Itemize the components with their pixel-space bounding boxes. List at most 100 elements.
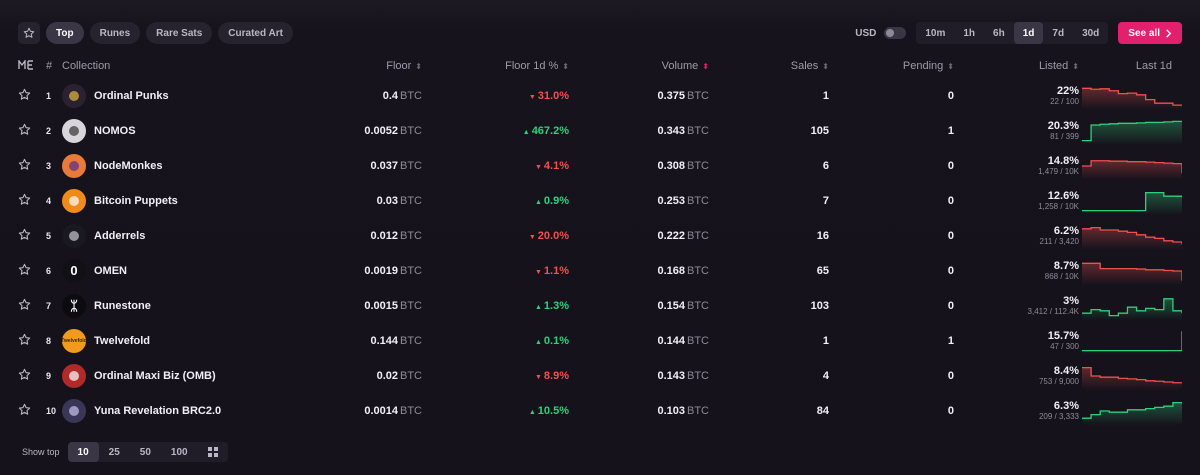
collection-cell[interactable]: 0 OMEN: [62, 258, 277, 283]
collection-name[interactable]: OMEN: [94, 264, 127, 277]
me-logo-icon: [18, 58, 33, 70]
col-volume[interactable]: Volume ⬍: [661, 60, 709, 72]
collection-avatar: 0: [62, 258, 86, 283]
row-collection[interactable]: NodeMonkes: [62, 148, 277, 183]
star-icon[interactable]: [18, 158, 31, 171]
collection-name[interactable]: Ordinal Maxi Biz (OMB): [94, 369, 216, 382]
collection-name[interactable]: NOMOS: [94, 124, 136, 137]
collection-name[interactable]: Ordinal Punks: [94, 89, 169, 102]
timeframe-30d[interactable]: 30d: [1082, 27, 1100, 39]
row-collection[interactable]: Adderrels: [62, 218, 277, 253]
table-row[interactable]: 2 NOMOS 0.0052 BTC ▲ 467.2% 0.343 BTC 105 1 20.3% 8…: [18, 113, 1182, 148]
sparkline-line: [1082, 226, 1182, 244]
grid-icon: [207, 447, 218, 457]
collection-name[interactable]: Runestone: [94, 299, 151, 312]
row-collection[interactable]: NOMOS: [62, 113, 277, 148]
collection-cell[interactable]: ᛯ Runestone: [62, 293, 277, 318]
col-sales[interactable]: Sales ⬍: [790, 60, 829, 72]
see-all-label: See all: [1128, 27, 1160, 39]
sparkline-area: [1082, 87, 1182, 110]
sparkline-area: [1082, 367, 1182, 390]
show-top-100[interactable]: 100: [170, 446, 188, 458]
collection-cell[interactable]: Adderrels: [62, 223, 277, 248]
collection-name[interactable]: Adderrels: [94, 229, 146, 242]
see-all-button[interactable]: See all: [1118, 22, 1182, 44]
table-row[interactable]: 9 Ordinal Maxi Biz (OMB) 0.02 BTC ▼ 8.9% 0.143…: [18, 358, 1182, 393]
collection-name[interactable]: NodeMonkes: [94, 159, 163, 172]
floor-change-value: 10.5%: [537, 404, 569, 417]
collection-cell[interactable]: NOMOS: [62, 118, 277, 143]
row-rank: 6: [46, 265, 52, 276]
grid-view-button[interactable]: [198, 442, 228, 462]
tab-curated-art[interactable]: Curated Art: [218, 22, 293, 44]
listed-percent: 12.6%: [1047, 189, 1079, 202]
row-collection[interactable]: Twelvefold Twelvefold: [62, 323, 277, 358]
star-icon[interactable]: [18, 263, 31, 276]
show-top-50[interactable]: 50: [139, 446, 151, 458]
btc-unit: BTC: [687, 229, 709, 242]
collection-cell[interactable]: NodeMonkes: [62, 153, 277, 178]
col-floor[interactable]: Floor ⬍: [386, 60, 422, 72]
row-collection[interactable]: Yuna Revelation BRC2.0: [62, 393, 277, 428]
collection-name[interactable]: Yuna Revelation BRC2.0: [94, 404, 222, 417]
sparkline-line: [1082, 297, 1182, 316]
timeframe-1d[interactable]: 1d: [1013, 22, 1044, 44]
toggle-switch[interactable]: [884, 27, 907, 39]
row-collection[interactable]: Bitcoin Puppets: [62, 183, 277, 218]
sparkline-chart: [1082, 330, 1182, 355]
sort-icon: ⬍: [415, 62, 422, 71]
timeframe-1h[interactable]: 1h: [963, 27, 976, 39]
table-row[interactable]: 4 Bitcoin Puppets 0.03 BTC ▲ 0.9% 0.253 BTC 7 0 12…: [18, 183, 1182, 218]
listed-percent: 22%: [1056, 84, 1079, 97]
timeframe-7d[interactable]: 7d: [1052, 27, 1065, 39]
col-floor-change[interactable]: Floor 1d % ⬍: [505, 60, 569, 72]
row-collection[interactable]: ᛯ Runestone: [62, 288, 277, 323]
favorites-filter-button[interactable]: [18, 22, 40, 44]
row-collection[interactable]: Ordinal Maxi Biz (OMB): [62, 358, 277, 393]
table-row[interactable]: 1 Ordinal Punks 0.4 BTC ▼ 31.0% 0.375 BTC 1 0 22% 2…: [18, 78, 1182, 113]
star-icon[interactable]: [18, 228, 31, 241]
table-row[interactable]: 8 Twelvefold Twelvefold 0.144 BTC ▲ 0.1% 0.144 B…: [18, 323, 1182, 358]
collection-cell[interactable]: Bitcoin Puppets: [62, 188, 277, 213]
collection-name[interactable]: Bitcoin Puppets: [94, 194, 178, 207]
table-row[interactable]: 10 Yuna Revelation BRC2.0 0.0014 BTC ▲ 10.5% 0…: [18, 393, 1182, 428]
currency-toggle[interactable]: USD: [855, 27, 907, 39]
show-top-10[interactable]: 10: [67, 442, 99, 462]
timeframe-6h[interactable]: 6h: [993, 27, 1005, 39]
col-listed[interactable]: Listed ⬍: [1038, 60, 1079, 72]
row-floor-value: 0.4: [382, 89, 398, 102]
star-icon[interactable]: [18, 333, 31, 346]
show-top-25[interactable]: 25: [108, 446, 120, 458]
table-row[interactable]: 7 ᛯ Runestone 0.0015 BTC ▲ 1.3% 0.154 BTC 103 0 3% 3…: [18, 288, 1182, 323]
collection-cell[interactable]: Ordinal Punks: [62, 83, 277, 108]
row-floor-value: 0.03: [376, 194, 398, 207]
tab-rare-sats[interactable]: Rare Sats: [146, 22, 213, 44]
row-collection[interactable]: 0 OMEN: [62, 253, 277, 288]
btc-unit: BTC: [687, 124, 709, 137]
star-icon[interactable]: [18, 298, 31, 311]
table-row[interactable]: 6 0 OMEN 0.0019 BTC ▼ 1.1% 0.168 BTC 65 0 8.7% 868 /…: [18, 253, 1182, 288]
star-icon[interactable]: [18, 88, 31, 101]
timeframe-10m[interactable]: 10m: [925, 27, 946, 39]
star-icon[interactable]: [18, 368, 31, 381]
collection-cell[interactable]: Ordinal Maxi Biz (OMB): [62, 363, 277, 388]
row-volume-value: 0.154: [657, 299, 685, 312]
tab-runes[interactable]: Runes: [89, 22, 141, 44]
collection-name[interactable]: Twelvefold: [94, 334, 151, 347]
star-icon[interactable]: [18, 403, 31, 416]
table-row[interactable]: 5 Adderrels 0.012 BTC ▼ 20.0% 0.222 BTC 16 0 6.2% 2…: [18, 218, 1182, 253]
tab-top[interactable]: Top: [46, 22, 84, 44]
star-icon[interactable]: [18, 123, 31, 136]
collection-cell[interactable]: Twelvefold Twelvefold: [62, 328, 277, 353]
collection-avatar: [62, 83, 86, 108]
table-row[interactable]: 3 NodeMonkes 0.037 BTC ▼ 4.1% 0.308 BTC 6 0 14.8% 1…: [18, 148, 1182, 183]
row-listed: 20.3% 81 / 399: [954, 113, 1079, 148]
floor-change-value: 8.9%: [543, 369, 569, 382]
star-icon[interactable]: [18, 193, 31, 206]
row-collection[interactable]: Ordinal Punks: [62, 78, 277, 113]
sparkline-line: [1082, 401, 1182, 419]
collection-cell[interactable]: Yuna Revelation BRC2.0: [62, 398, 277, 423]
col-pending[interactable]: Pending ⬍: [902, 60, 954, 72]
listed-count: 22 / 100: [1050, 96, 1079, 106]
row-rank: 8: [46, 335, 52, 346]
